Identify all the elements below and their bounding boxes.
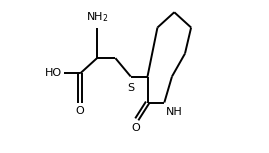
Text: O: O (76, 106, 84, 116)
Text: NH: NH (166, 107, 183, 117)
Text: HO: HO (45, 68, 62, 78)
Text: NH$_2$: NH$_2$ (86, 10, 108, 24)
Text: S: S (127, 83, 134, 93)
Text: O: O (131, 123, 140, 133)
